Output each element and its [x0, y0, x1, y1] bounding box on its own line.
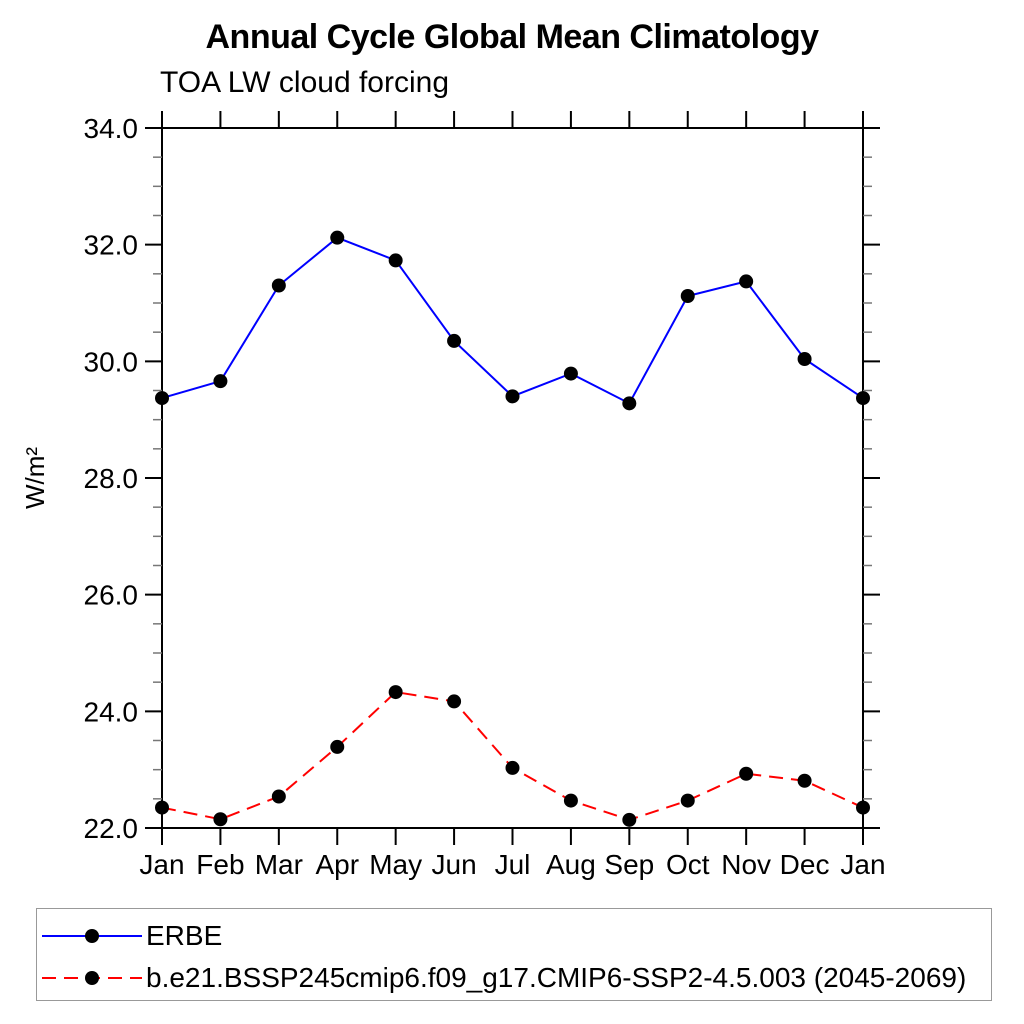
plot-frame: [161, 127, 864, 829]
legend-item-model: b.e21.BSSP245cmip6.f09_g17.CMIP6-SSP2-4.…: [40, 962, 967, 993]
data-point-marker: [330, 230, 345, 245]
y-tick-label: 28.0: [84, 463, 139, 494]
data-point-marker: [505, 389, 520, 404]
data-point-marker: [680, 289, 695, 303]
data-point-marker: [505, 760, 520, 775]
x-tick-label: Jan: [139, 849, 184, 880]
x-tick-label: Jan: [840, 849, 885, 880]
data-point-marker: [271, 789, 286, 804]
y-tick-label: 22.0: [84, 813, 139, 844]
data-point-marker: [447, 333, 462, 348]
legend-marker-dot: [85, 929, 99, 943]
legend-sample-erbe: [42, 929, 142, 943]
legend-box: ERBE b.e21.BSSP245cmip6.f09_g17.CMIP6-SS…: [36, 908, 992, 1001]
y-tick-label: 32.0: [84, 230, 139, 261]
x-tick-label: Dec: [780, 849, 830, 880]
data-point-marker: [447, 694, 462, 709]
legend-label-erbe: ERBE: [146, 920, 223, 951]
x-tick-label: Apr: [315, 849, 359, 880]
legend-label-model: b.e21.BSSP245cmip6.f09_g17.CMIP6-SSP2-4.…: [146, 962, 967, 993]
x-tick-label: Jun: [432, 849, 477, 880]
x-tick-label: Aug: [546, 849, 596, 880]
data-point-marker: [797, 773, 812, 788]
y-tick-label: 24.0: [84, 696, 139, 727]
chart-subtitle: TOA LW cloud forcing: [160, 66, 450, 99]
series-line-model: [161, 691, 864, 821]
data-point-marker: [213, 812, 228, 827]
y-axis-title: W/m²: [20, 447, 50, 509]
data-point-marker: [680, 793, 695, 808]
legend-marker-dot: [85, 971, 99, 985]
y-tick-label: 30.0: [84, 346, 139, 377]
data-point-marker: [856, 800, 870, 815]
x-tick-label: Oct: [666, 849, 710, 880]
data-point-marker: [155, 800, 169, 815]
x-tick-label: Mar: [255, 849, 303, 880]
data-point-marker: [271, 278, 286, 293]
data-point-marker: [797, 352, 812, 366]
data-point-marker: [563, 366, 578, 381]
x-tick-label: Sep: [604, 849, 654, 880]
data-point-marker: [388, 253, 403, 268]
legend-item-erbe: ERBE: [40, 920, 223, 951]
y-tick-label: 26.0: [84, 580, 139, 611]
series-line-erbe: [161, 236, 864, 405]
data-point-marker: [563, 793, 578, 808]
chart-title: Annual Cycle Global Mean Climatology: [205, 18, 820, 56]
data-point-marker: [622, 396, 637, 411]
x-tick-label: Nov: [721, 849, 771, 880]
x-tick-label: May: [369, 849, 422, 880]
data-point-marker: [739, 274, 754, 289]
x-tick-label: Jul: [495, 849, 531, 880]
data-point-marker: [739, 766, 754, 781]
data-point-marker: [155, 391, 169, 406]
data-point-marker: [856, 391, 870, 406]
data-point-marker: [622, 812, 637, 827]
data-point-marker: [330, 739, 345, 754]
x-tick-label: Feb: [196, 849, 244, 880]
data-point-marker: [213, 374, 228, 389]
legend-sample-model: [42, 971, 142, 985]
y-tick-label: 34.0: [84, 113, 139, 144]
data-point-marker: [388, 685, 403, 700]
